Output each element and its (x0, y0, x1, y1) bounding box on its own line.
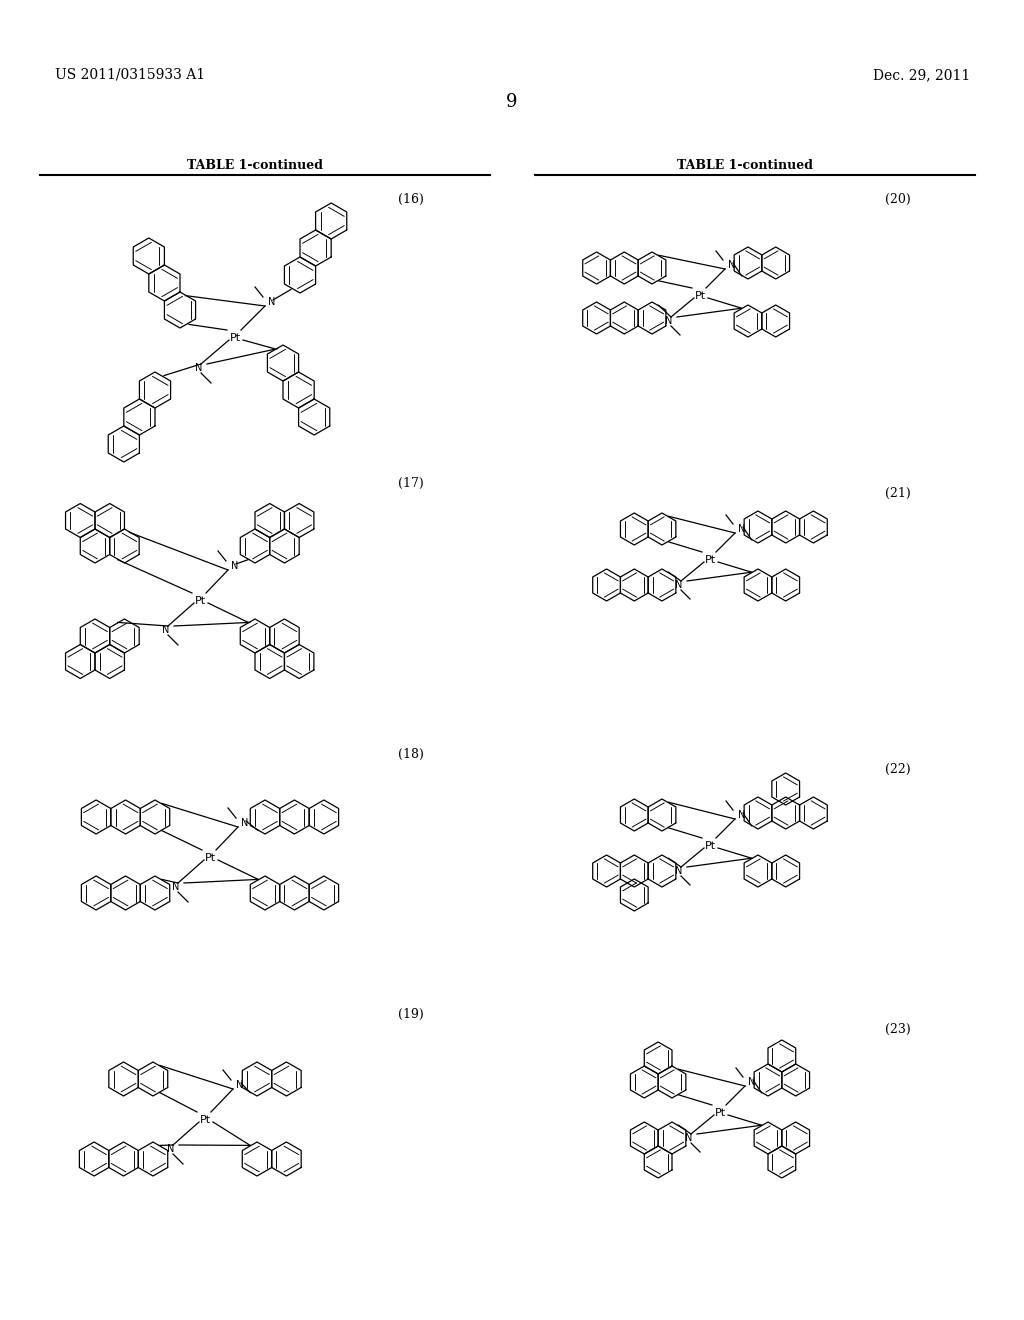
Text: N: N (268, 297, 275, 308)
Text: N: N (236, 1080, 244, 1090)
Text: TABLE 1-continued: TABLE 1-continued (187, 158, 323, 172)
Text: Pt: Pt (200, 1115, 211, 1125)
Text: (20): (20) (885, 193, 910, 206)
Text: N: N (685, 1133, 692, 1143)
Text: (19): (19) (398, 1008, 424, 1020)
Text: N: N (195, 363, 203, 374)
Text: (18): (18) (398, 748, 424, 762)
Text: (23): (23) (885, 1023, 910, 1036)
Text: (21): (21) (885, 487, 910, 500)
Text: N: N (728, 260, 735, 271)
Text: N: N (172, 882, 179, 892)
Text: Pt: Pt (715, 1107, 726, 1118)
Text: N: N (738, 810, 745, 820)
Text: 9: 9 (506, 92, 518, 111)
Text: Pt: Pt (694, 290, 706, 301)
Text: N: N (665, 315, 673, 326)
Text: (17): (17) (398, 477, 424, 490)
Text: Pt: Pt (229, 333, 241, 343)
Text: N: N (231, 561, 239, 572)
Text: N: N (241, 818, 249, 828)
Text: N: N (738, 524, 745, 535)
Text: Pt: Pt (705, 841, 716, 851)
Text: N: N (675, 866, 682, 876)
Text: N: N (675, 579, 682, 590)
Text: TABLE 1-continued: TABLE 1-continued (677, 158, 813, 172)
Text: (22): (22) (885, 763, 910, 776)
Text: Pt: Pt (205, 853, 216, 863)
Text: N: N (748, 1077, 756, 1086)
Text: Pt: Pt (195, 597, 206, 606)
Text: Dec. 29, 2011: Dec. 29, 2011 (872, 69, 970, 82)
Text: (16): (16) (398, 193, 424, 206)
Text: Pt: Pt (705, 554, 716, 565)
Text: US 2011/0315933 A1: US 2011/0315933 A1 (55, 69, 205, 82)
Text: N: N (167, 1144, 174, 1154)
Text: N: N (162, 624, 169, 635)
